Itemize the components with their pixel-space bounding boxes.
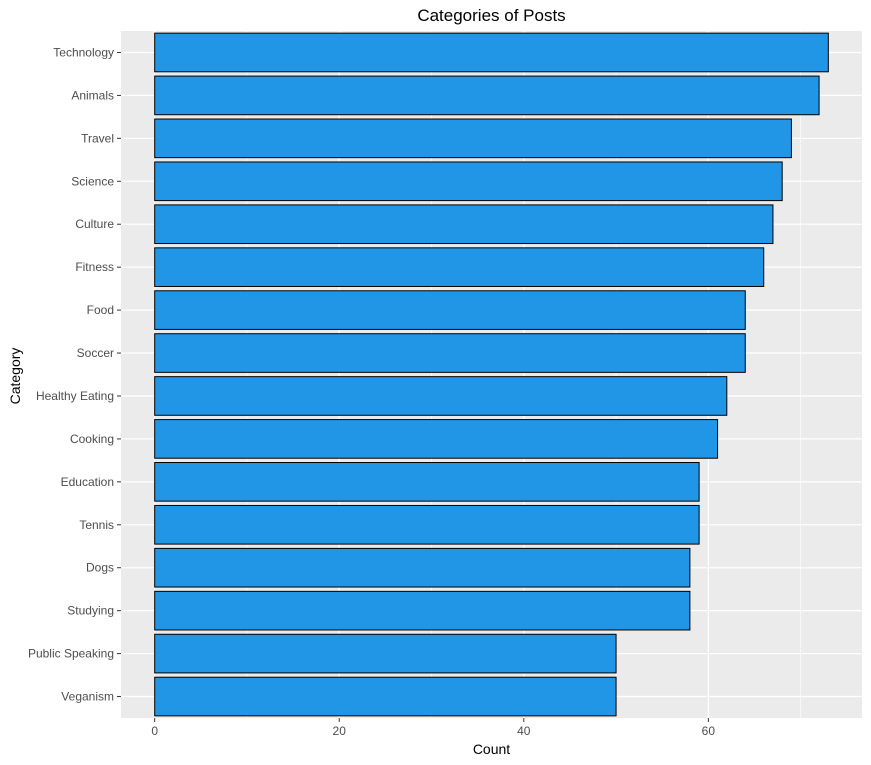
bar xyxy=(154,290,746,330)
y-tick-label: Healthy Eating xyxy=(36,389,114,403)
y-tick-label: Veganism xyxy=(61,690,114,704)
y-tick-label: Cooking xyxy=(70,432,114,446)
bar xyxy=(154,247,765,287)
bar xyxy=(154,462,700,502)
y-axis-title: Category xyxy=(7,347,23,405)
bar xyxy=(154,118,792,159)
bar xyxy=(154,376,728,416)
bar xyxy=(154,204,774,245)
y-tick-label: Travel xyxy=(81,131,114,145)
x-tick-label: 40 xyxy=(517,724,531,738)
bar xyxy=(154,590,691,631)
y-tick-label: Education xyxy=(61,475,114,489)
y-tick-label: Soccer xyxy=(77,346,114,360)
bar xyxy=(154,676,617,717)
y-tick-label: Tennis xyxy=(79,518,114,532)
x-tick-label: 0 xyxy=(151,724,158,738)
bar xyxy=(154,32,829,73)
bar xyxy=(154,419,719,459)
y-tick-label: Technology xyxy=(53,45,114,59)
bar xyxy=(154,333,746,373)
bar xyxy=(154,161,783,202)
y-tick-label: Animals xyxy=(71,88,114,102)
x-axis-title: Count xyxy=(472,741,511,757)
y-tick-label: Culture xyxy=(75,217,114,231)
bar xyxy=(154,547,691,588)
bar xyxy=(154,75,820,116)
y-tick-label: Science xyxy=(71,174,114,188)
bar xyxy=(154,504,700,545)
bar xyxy=(154,633,617,674)
x-tick-label: 20 xyxy=(333,724,347,738)
y-tick-label: Food xyxy=(87,303,114,317)
y-tick-label: Studying xyxy=(67,604,114,618)
chart-title: Categories of Posts xyxy=(417,6,566,25)
y-tick-label: Public Speaking xyxy=(28,647,114,661)
y-tick-label: Dogs xyxy=(86,561,114,575)
x-tick-label: 60 xyxy=(702,724,716,738)
y-tick-label: Fitness xyxy=(75,260,114,274)
